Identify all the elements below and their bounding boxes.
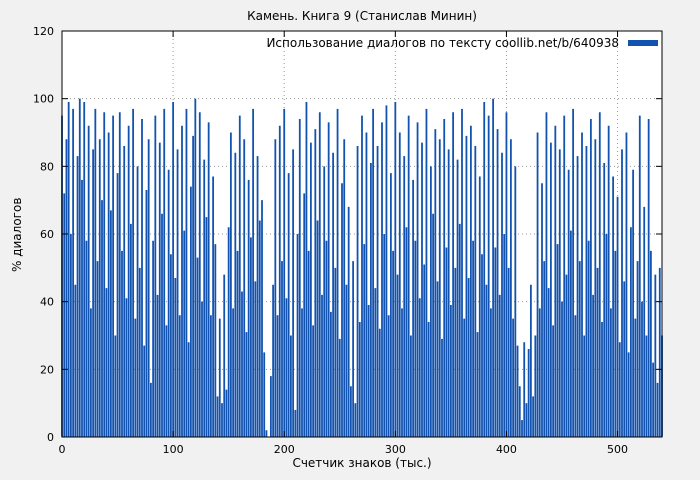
tick-labels: 0 100 200 300 400 500 0 20 40 60 80 100 120: [33, 25, 628, 456]
chart-title: Камень. Книга 9 (Станислав Минин): [247, 9, 477, 23]
y-tick-label: 60: [40, 228, 54, 241]
y-tick-label: 100: [33, 93, 54, 106]
tick-marks: [61, 30, 662, 438]
x-tick-label: 300: [385, 443, 406, 456]
y-tick-label: 120: [33, 25, 54, 38]
x-tick-label: 400: [496, 443, 517, 456]
y-tick-label: 40: [40, 296, 54, 309]
x-axis-label: Счетчик знаков (тыс.): [292, 456, 432, 470]
legend-swatch-icon: [628, 40, 658, 46]
legend: Использование диалогов по тексту coollib…: [62, 36, 658, 50]
y-axis-label: % диалогов: [10, 197, 24, 272]
series-impulses: [61, 98, 663, 437]
legend-label: Использование диалогов по тексту coollib…: [266, 36, 619, 50]
x-tick-label: 0: [59, 443, 66, 456]
y-tick-label: 20: [40, 363, 54, 376]
x-tick-label: 200: [274, 443, 295, 456]
x-tick-label: 100: [163, 443, 184, 456]
y-tick-label: 0: [47, 431, 54, 444]
y-tick-label: 80: [40, 160, 54, 173]
x-tick-label: 500: [607, 443, 628, 456]
